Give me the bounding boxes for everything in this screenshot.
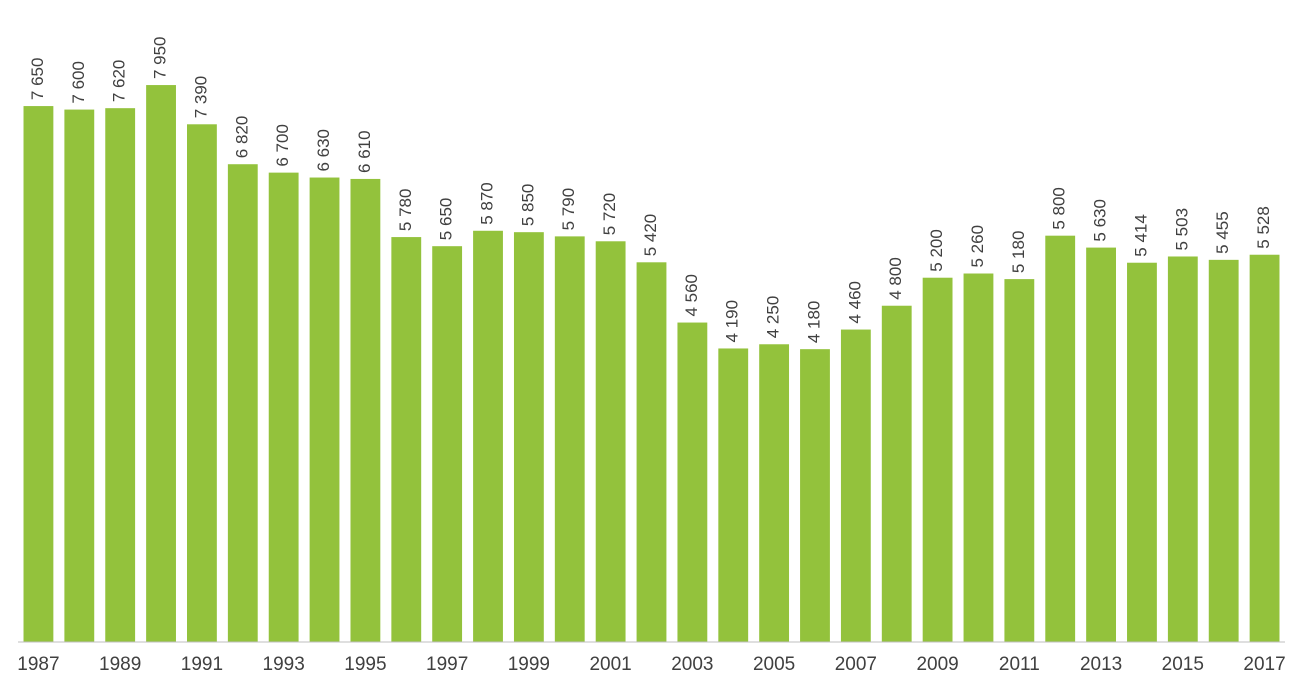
value-label: 7 620 bbox=[110, 60, 129, 103]
x-tick-label: 1999 bbox=[508, 654, 550, 675]
bar bbox=[64, 109, 95, 643]
bar bbox=[309, 177, 340, 642]
x-tick-label: 2001 bbox=[589, 654, 631, 675]
bar bbox=[922, 277, 953, 642]
x-tick-label: 2015 bbox=[1162, 654, 1204, 675]
value-label: 7 390 bbox=[191, 76, 210, 119]
x-tick-label: 1987 bbox=[17, 654, 59, 675]
value-label: 6 630 bbox=[314, 129, 333, 172]
bar bbox=[881, 305, 912, 642]
x-tick-label: 1989 bbox=[99, 654, 141, 675]
value-label: 7 950 bbox=[151, 37, 170, 80]
value-label: 5 200 bbox=[927, 229, 946, 272]
bar bbox=[595, 241, 626, 642]
value-label: 7 650 bbox=[28, 58, 47, 101]
value-label: 5 414 bbox=[1131, 214, 1150, 257]
bar bbox=[636, 262, 667, 642]
bar bbox=[1004, 279, 1035, 642]
bar bbox=[23, 106, 54, 642]
x-tick-label: 2005 bbox=[753, 654, 795, 675]
value-label: 5 630 bbox=[1091, 199, 1110, 242]
x-tick-label: 2013 bbox=[1080, 654, 1122, 675]
bar bbox=[1045, 235, 1076, 642]
bar bbox=[432, 246, 463, 643]
bar bbox=[105, 108, 136, 643]
x-tick-label: 1993 bbox=[263, 654, 305, 675]
bar bbox=[1086, 247, 1116, 642]
value-label: 5 780 bbox=[396, 189, 415, 232]
bar bbox=[1208, 259, 1239, 642]
bar bbox=[963, 273, 994, 642]
value-label: 6 610 bbox=[355, 130, 374, 173]
value-label: 4 800 bbox=[886, 257, 905, 300]
bar bbox=[187, 124, 217, 643]
value-label: 6 820 bbox=[232, 116, 251, 159]
x-tick-label: 2017 bbox=[1243, 654, 1285, 675]
bar bbox=[350, 178, 381, 642]
x-tick-label: 2007 bbox=[835, 654, 877, 675]
bar bbox=[227, 164, 258, 642]
value-label: 5 528 bbox=[1254, 206, 1273, 249]
value-label: 5 790 bbox=[559, 188, 578, 231]
value-label: 5 180 bbox=[1009, 231, 1028, 274]
value-label: 4 250 bbox=[764, 296, 783, 339]
value-label: 4 180 bbox=[804, 301, 823, 344]
x-tick-label: 2009 bbox=[916, 654, 958, 675]
bar bbox=[1167, 256, 1198, 642]
x-tick-label: 1991 bbox=[181, 654, 223, 675]
bar bbox=[800, 349, 830, 642]
bar bbox=[554, 236, 585, 642]
bar bbox=[1249, 254, 1280, 642]
value-label: 5 650 bbox=[437, 198, 456, 241]
bar bbox=[759, 344, 790, 642]
value-label: 4 560 bbox=[682, 274, 701, 317]
bar bbox=[840, 329, 871, 642]
bar bbox=[513, 232, 544, 643]
value-label: 5 720 bbox=[600, 193, 619, 236]
bar bbox=[391, 237, 422, 642]
value-label: 5 503 bbox=[1172, 208, 1191, 251]
x-tick-label: 2003 bbox=[671, 654, 713, 675]
x-tick-label: 2011 bbox=[999, 654, 1040, 675]
value-label: 5 800 bbox=[1050, 187, 1069, 230]
value-label: 7 600 bbox=[69, 61, 88, 104]
x-tick-label: 1995 bbox=[344, 654, 386, 675]
bar bbox=[473, 230, 503, 642]
value-label: 4 460 bbox=[845, 281, 864, 324]
value-label: 5 260 bbox=[968, 225, 987, 268]
bar bbox=[718, 348, 749, 642]
value-label: 5 455 bbox=[1213, 211, 1232, 254]
bar bbox=[677, 322, 708, 642]
bar bbox=[146, 85, 176, 642]
bar bbox=[268, 172, 299, 642]
bar bbox=[1127, 262, 1157, 642]
value-label: 5 850 bbox=[518, 184, 537, 227]
value-label: 6 700 bbox=[273, 124, 292, 167]
x-tick-label: 1997 bbox=[426, 654, 468, 675]
value-label: 4 190 bbox=[723, 300, 742, 343]
value-label: 5 420 bbox=[641, 214, 660, 257]
value-label: 5 870 bbox=[478, 182, 497, 225]
